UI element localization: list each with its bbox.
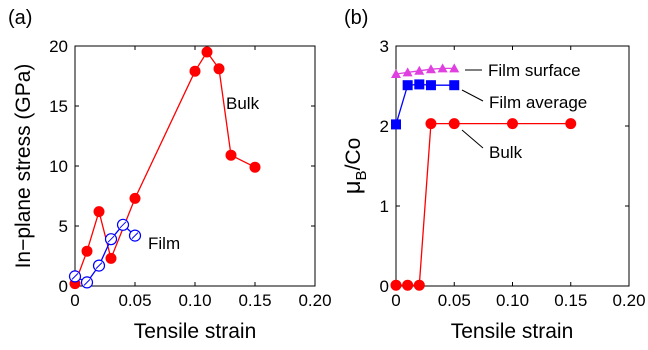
panel-b-y-tick-label: 0 (380, 277, 389, 296)
panel-a-data-point-film (92, 259, 106, 272)
panel-a-plot-area (68, 46, 261, 290)
panel-a-x-tick-label: 0.15 (238, 291, 271, 310)
panel-b-data-point-film-surface (414, 65, 425, 75)
panel-b-data-point-bulk (507, 118, 518, 130)
panel-b-data-point-bulk (402, 279, 414, 291)
panel-a-data-point-bulk (225, 149, 237, 161)
panel-b-data-point-bulk (425, 118, 437, 130)
panel-a-y-tick-label: 0 (59, 277, 68, 296)
panel-a-data-point-film-through-line (71, 273, 79, 280)
panel-a-ticks: 0 0.05 0.10 0.15 0.20 0 5 10 15 20 (49, 37, 331, 310)
panel-b-y-tick-label: 1 (380, 197, 389, 216)
panel-a-data-point-film-through-line (95, 262, 103, 269)
panel-b-plot-area (390, 63, 577, 291)
panel-a-x-tick-label: 0.05 (118, 291, 151, 310)
panel-b-x-tick-label: 0.10 (496, 291, 529, 310)
panel-b-x-tick-label: 0.05 (438, 291, 471, 310)
panel-b-data-point-film-surface (449, 63, 460, 73)
panel-b-annotation-bulk: Bulk (489, 143, 523, 162)
panel-a-data-point-film (68, 270, 82, 283)
panel-b-x-tick-label: 0.20 (612, 291, 645, 310)
panel-a-data-point-film-through-line (119, 221, 127, 229)
panel-a-data-point-film-through-line (131, 232, 139, 239)
panel-a-data-point-bulk (105, 252, 117, 264)
panel-b-y-label-mu: μ (339, 180, 366, 194)
panel-b-data-point-bulk (413, 279, 425, 291)
panel-b-data-point-film-surface (425, 64, 436, 74)
panel-b-data-point-film-average (402, 80, 413, 91)
panel-a-y-tick-label: 15 (49, 97, 68, 116)
panel-b-data-point-bulk (448, 118, 460, 130)
panel-a-annotation-bulk: Bulk (226, 94, 260, 113)
callout-line-bulk (461, 129, 484, 149)
panel-b-x-tick-label: 0.15 (554, 291, 587, 310)
panel-a-x-tick-label: 0.10 (178, 291, 211, 310)
panel-a-x-tick-label: 0 (70, 291, 79, 310)
panel-a-data-point-bulk (249, 161, 261, 173)
panel-a-y-tick-label: 10 (49, 157, 68, 176)
panel-b-series-line-film-average (395, 83, 455, 125)
panel-a-data-point-film (80, 276, 94, 289)
panel-a: (a) 0 0.05 0.10 0.15 0.20 0 5 10 15 20 Tensile st… (8, 7, 332, 343)
panel-b-annotation-film-average: Film average (489, 93, 587, 112)
callout-line-film-average (461, 89, 484, 102)
panel-a-data-point-film (116, 218, 130, 231)
panel-b-y-axis-label: μB/Co (339, 138, 370, 195)
panel-a-y-axis-label: In−plane stress (GPa) (12, 64, 35, 269)
panel-b-annotation-film-surface: Film surface (488, 61, 581, 80)
panel-a-series-line-bulk (74, 50, 256, 284)
panel-b-label: (b) (344, 7, 368, 29)
panel-b-y-label-rest: /Co (342, 138, 365, 171)
panel-a-data-point-film-through-line (107, 235, 115, 243)
panel-b-data-point-film-surface (402, 67, 413, 77)
panel-b-series-line-bulk (396, 122, 571, 286)
panel-a-axes-frame (74, 45, 316, 287)
panel-b-y-tick-label: 3 (380, 37, 389, 56)
panel-a-label: (a) (8, 7, 32, 29)
panel-a-data-point-bulk (213, 63, 225, 75)
panel-b: (b) 0 0.05 0.10 0.15 0.20 0 1 2 3 Tensile strain… (339, 7, 646, 343)
panel-a-data-point-bulk (81, 245, 93, 257)
panel-b-x-axis-label: Tensile strain (451, 320, 574, 343)
panel-a-x-tick-label: 0.20 (298, 291, 331, 310)
panel-a-y-tick-label: 5 (59, 217, 68, 236)
panel-b-x-tick-label: 0 (391, 291, 400, 310)
panel-a-y-tick-label: 20 (49, 37, 68, 56)
panel-a-data-point-bulk (189, 65, 201, 77)
panel-a-data-point-film-through-line (83, 279, 91, 286)
panel-b-data-point-bulk (565, 118, 577, 130)
panel-a-annotation-film: Film (148, 234, 180, 253)
panel-a-data-point-bulk (129, 192, 141, 204)
panel-b-data-point-film-surface (391, 69, 401, 78)
panel-a-x-axis-label: Tensile strain (134, 320, 257, 343)
panel-b-y-label-sub: B (353, 170, 370, 180)
panel-b-data-point-film-average (425, 80, 436, 91)
panel-a-data-point-film (104, 233, 118, 246)
panel-a-data-point-film (128, 229, 142, 242)
panel-b-data-point-film-surface (437, 63, 448, 73)
panel-b-ticks: 0 0.05 0.10 0.15 0.20 0 1 2 3 (380, 37, 646, 310)
panel-a-data-point-bulk (93, 206, 105, 218)
panel-a-data-point-bulk (201, 46, 213, 58)
panel-b-data-point-bulk (390, 279, 402, 291)
panel-b-data-point-film-average (414, 79, 425, 90)
panel-b-data-point-film-average (391, 119, 401, 130)
panel-b-y-tick-label: 2 (380, 117, 389, 136)
panel-b-data-point-film-average (449, 80, 460, 91)
